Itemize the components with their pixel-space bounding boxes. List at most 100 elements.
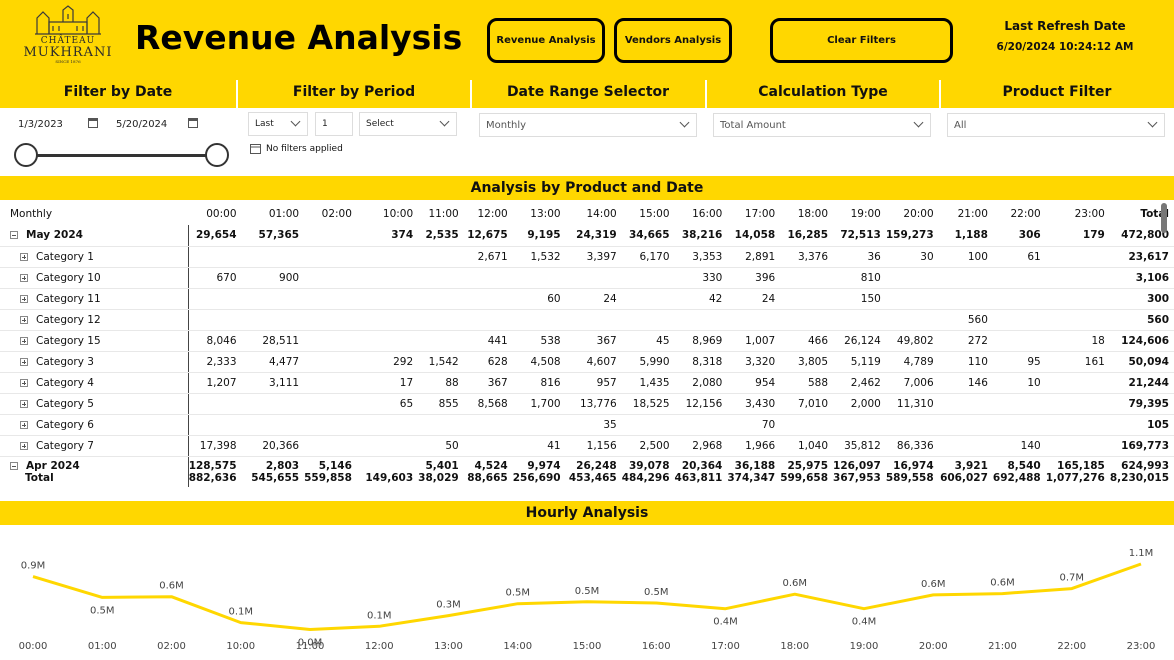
column-header[interactable]: 10:00 — [382, 208, 414, 220]
table-cell: 954 — [727, 372, 781, 394]
column-header[interactable]: 02:00 — [321, 208, 352, 220]
table-row: Category 3 2,333 4,477 292 1,542 628 4,508 4,60… — [0, 351, 1174, 373]
column-header[interactable]: 11:00 — [428, 208, 459, 220]
table-cell: 12,156 — [674, 393, 728, 415]
column-header[interactable]: 20:00 — [903, 208, 934, 220]
table-cell — [356, 435, 419, 457]
expand-icon[interactable] — [20, 294, 28, 303]
table-cell: 1,532 — [512, 246, 566, 268]
period-mode-select[interactable]: Last — [248, 112, 308, 136]
table-cell — [780, 267, 834, 289]
table-cell — [938, 414, 993, 436]
row-header[interactable]: Category 7 — [0, 435, 189, 457]
expand-icon[interactable] — [20, 336, 28, 345]
table-cell: 49,802 — [885, 330, 939, 352]
table-cell: 26,248 — [576, 460, 617, 472]
column-header[interactable]: 14:00 — [586, 208, 617, 220]
expand-icon[interactable] — [20, 357, 28, 366]
table-cell — [674, 414, 728, 436]
table-cell: 1,435 — [621, 372, 675, 394]
table-cell — [304, 435, 357, 457]
table-cell: 18 — [1045, 330, 1110, 352]
column-header[interactable]: 12:00 — [477, 208, 508, 220]
expand-icon[interactable] — [20, 378, 28, 387]
table-cell: 2,535 — [418, 225, 464, 247]
slider-start-handle[interactable] — [14, 143, 38, 167]
table-cell: 8,540 — [1007, 460, 1041, 472]
column-header[interactable]: 13:00 — [530, 208, 561, 220]
row-header[interactable]: Category 11 — [0, 288, 189, 310]
column-header[interactable]: 16:00 — [692, 208, 723, 220]
row-header[interactable]: Category 3 — [0, 351, 189, 373]
expand-icon[interactable] — [20, 441, 28, 450]
table-cell — [241, 414, 305, 436]
row-header[interactable]: Category 15 — [0, 330, 189, 352]
expand-icon[interactable] — [20, 420, 28, 429]
row-header[interactable]: Category 4 — [0, 372, 189, 394]
data-label: 0.6M — [921, 579, 946, 590]
clear-filters-button[interactable]: Clear Filters — [770, 18, 953, 63]
period-unit-select[interactable]: Select — [359, 112, 457, 136]
column-header[interactable]: 22:00 — [1010, 208, 1041, 220]
calendar-icon[interactable] — [188, 118, 198, 128]
table-cell: 25,975 — [787, 460, 829, 472]
table-cell: 1,040 — [780, 435, 834, 457]
table-cell — [992, 414, 1046, 436]
table-cell: 24 — [727, 288, 781, 310]
row-header[interactable]: May 2024 — [0, 225, 189, 247]
table-cell: 5,401 — [425, 460, 459, 472]
column-header[interactable]: 01:00 — [268, 208, 300, 220]
date-range-select[interactable]: Monthly — [479, 113, 697, 137]
column-header[interactable]: 00:00 — [206, 208, 237, 220]
calculation-type-select[interactable]: Total Amount — [713, 113, 931, 137]
table-cell — [188, 414, 242, 436]
vendors-analysis-button[interactable]: Vendors Analysis — [614, 18, 732, 63]
row-header[interactable]: Category 6 — [0, 414, 189, 436]
row-header[interactable]: Apr 2024 — [0, 456, 189, 472]
table-cell: 10 — [992, 372, 1046, 394]
expand-icon[interactable] — [20, 252, 28, 261]
start-date-input[interactable]: 1/3/2023 — [12, 112, 104, 136]
expand-icon[interactable] — [20, 273, 28, 282]
expand-icon[interactable] — [20, 399, 28, 408]
table-cell: 42 — [674, 288, 728, 310]
column-header[interactable]: 19:00 — [850, 208, 881, 220]
x-tick-label: 02:00 — [157, 641, 186, 652]
column-header[interactable]: 15:00 — [639, 208, 670, 220]
expand-icon[interactable] — [20, 315, 28, 324]
slider-end-handle[interactable] — [205, 143, 229, 167]
table-cell: 88 — [418, 372, 464, 394]
column-header[interactable]: 23:00 — [1074, 208, 1105, 220]
row-header[interactable]: Category 1 — [0, 246, 189, 268]
table-cell — [780, 288, 834, 310]
column-header[interactable]: 18:00 — [797, 208, 829, 220]
table-cell: 3,430 — [727, 393, 781, 415]
end-date-input[interactable]: 5/20/2024 — [110, 112, 204, 136]
collapse-icon[interactable] — [10, 231, 18, 240]
revenue-analysis-button[interactable]: Revenue Analysis — [487, 18, 605, 63]
table-cell — [992, 393, 1046, 415]
table-cell — [512, 414, 566, 436]
table-cell: 2,803 — [265, 460, 300, 472]
column-header[interactable]: 17:00 — [744, 208, 776, 220]
row-header[interactable]: Category 12 — [0, 309, 189, 331]
collapse-icon[interactable] — [10, 462, 18, 470]
row-header[interactable]: Category 5 — [0, 393, 189, 415]
table-cell: 61 — [992, 246, 1046, 268]
period-count-input[interactable]: 1 — [315, 112, 353, 136]
filter-divider — [236, 80, 238, 108]
data-label: 0.5M — [505, 588, 530, 599]
table-cell: 2,000 — [833, 393, 886, 415]
x-tick-label: 01:00 — [88, 641, 117, 652]
column-header[interactable]: 21:00 — [957, 208, 988, 220]
row-header[interactable]: Category 10 — [0, 267, 189, 289]
date-range-slider[interactable] — [26, 154, 218, 157]
matrix-scrollbar[interactable] — [1161, 203, 1167, 233]
table-cell: 4,607 — [565, 351, 622, 373]
table-cell — [674, 309, 728, 331]
data-label: 0.3M — [436, 600, 461, 611]
calendar-icon[interactable] — [88, 118, 98, 128]
chart-series-line — [32, 562, 1142, 631]
row-label: Category 10 — [36, 271, 101, 284]
product-filter-select[interactable]: All — [947, 113, 1165, 137]
